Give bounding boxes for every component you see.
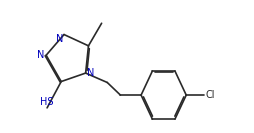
Text: HS: HS bbox=[40, 97, 54, 107]
Text: N: N bbox=[56, 34, 63, 44]
Text: Cl: Cl bbox=[205, 90, 215, 100]
Text: N: N bbox=[37, 50, 45, 60]
Text: N: N bbox=[87, 68, 94, 78]
